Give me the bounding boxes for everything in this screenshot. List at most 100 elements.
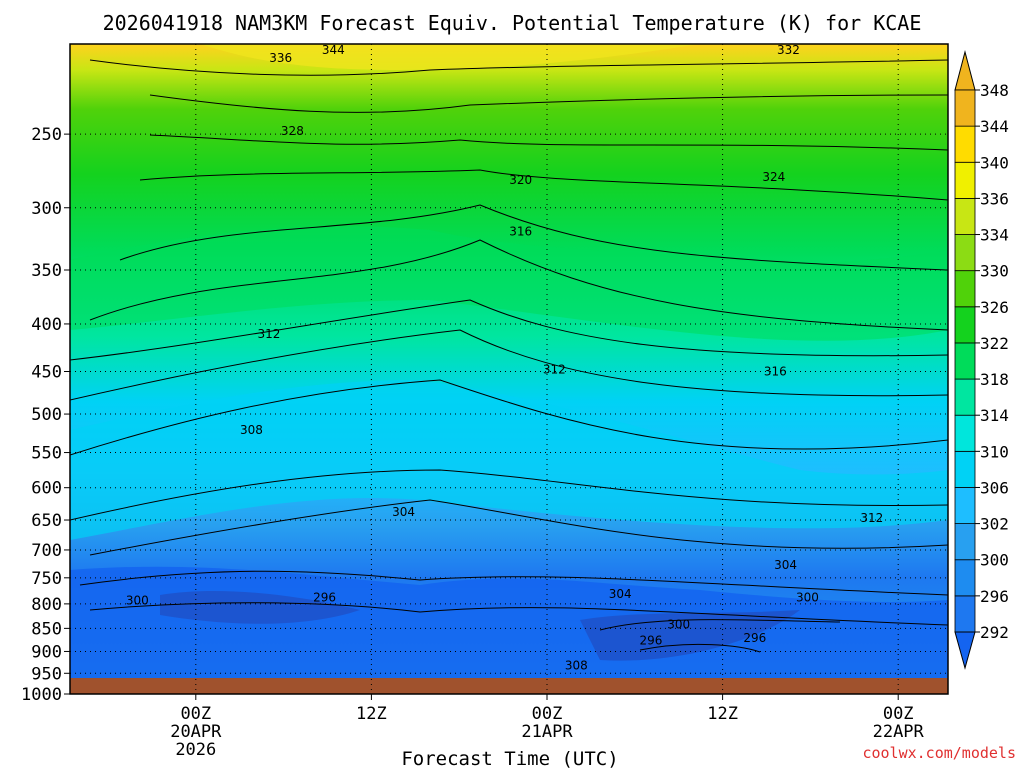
colorbar-label: 322: [980, 334, 1009, 353]
x-tick-label: 2026: [175, 740, 216, 760]
contour-label: 324: [762, 170, 785, 184]
colorbar: 292 296 300 302 306 310 314 318 322 326 330 334 336 3…: [954, 50, 1009, 670]
contour-label: 296: [743, 631, 766, 645]
field-detail: [70, 44, 948, 690]
contour-label: 300: [126, 593, 149, 607]
y-tick-label: 750: [31, 569, 62, 589]
x-tick-label: 00Z: [180, 704, 211, 724]
colorbar-bottom-arrow: [954, 631, 976, 670]
y-tick-label: 650: [31, 511, 62, 531]
colorbar-label: 318: [980, 370, 1009, 389]
contour-line: [89, 602, 948, 626]
contour-line: [70, 379, 948, 456]
y-tick-label: 550: [31, 444, 62, 464]
contour-label: 320: [509, 173, 532, 187]
contour-label: 304: [609, 587, 632, 601]
contour-label: 304: [774, 558, 797, 572]
y-tick-label: 400: [31, 315, 62, 335]
contour-line: [89, 59, 948, 76]
contour-label: 308: [565, 659, 588, 673]
top-warm-region: [200, 44, 700, 70]
contour-label: 312: [860, 511, 883, 525]
contour-line: [599, 619, 841, 631]
colorbar-swatch: [954, 306, 976, 344]
contour-label: 344: [322, 43, 345, 57]
colorbar-swatch: [954, 89, 976, 127]
y-tick-label: 250: [31, 125, 62, 145]
plot-area: 336 344 332 328 320 324 316 312 312 316 308 304 312 3…: [69, 43, 949, 695]
colorbar-top-arrow: [954, 50, 976, 91]
contour-label: 300: [667, 618, 690, 632]
x-tick-label: 00Z: [532, 704, 563, 724]
cold-core-region-2: [580, 610, 800, 661]
contour-lines: [70, 59, 948, 653]
x-tick-label: 12Z: [356, 704, 387, 724]
colorbar-label: 292: [980, 623, 1009, 642]
colorbar-swatch: [954, 414, 976, 452]
credit-text: coolwx.com/models: [862, 744, 1016, 762]
contour-line: [70, 469, 948, 521]
contour-line: [119, 204, 948, 271]
contour-line: [89, 499, 948, 556]
colorbar-swatch: [954, 559, 976, 597]
colorbar-swatch: [954, 595, 976, 633]
y-tick-label: 950: [31, 664, 62, 684]
y-tick-label: 700: [31, 541, 62, 561]
ground-strip: [70, 678, 948, 694]
colorbar-swatch: [954, 523, 976, 561]
contour-label: 312: [258, 327, 281, 341]
colorbar-label: 336: [980, 189, 1009, 208]
contour-label: 336: [269, 51, 292, 65]
contour-label: 308: [240, 423, 263, 437]
plot-frame: [69, 43, 949, 695]
y-tick-label: 850: [31, 619, 62, 639]
colorbar-label: 344: [980, 117, 1009, 136]
y-tick-label: 900: [31, 642, 62, 662]
contour-line: [89, 239, 948, 331]
contour-line: [70, 299, 948, 361]
contour-line: [139, 169, 948, 201]
x-tick-label: 20APR: [170, 722, 222, 742]
x-tick-label: 21APR: [521, 722, 573, 742]
contour-label: 316: [509, 224, 532, 238]
x-tick-label: 12Z: [707, 704, 738, 724]
contour-line: [70, 329, 948, 401]
contour-line: [79, 570, 948, 596]
contour-label: 296: [639, 634, 662, 648]
colorbar-swatch: [954, 487, 976, 525]
y-tick-label: 350: [31, 261, 62, 281]
contour-label: 300: [796, 590, 819, 604]
y-tick-label: 600: [31, 479, 62, 499]
colorbar-swatch: [954, 197, 976, 235]
colorbar-label: 330: [980, 262, 1009, 281]
colorbar-label: 334: [980, 226, 1009, 245]
colorbar-label: 306: [980, 478, 1009, 497]
colorbar-swatch: [954, 234, 976, 272]
colorbar-swatch: [954, 161, 976, 199]
colorbar-swatch: [954, 378, 976, 416]
contour-line: [639, 643, 761, 653]
colorbar-swatch: [954, 342, 976, 380]
y-axis: 250 300 350 400 450 500 550 600 650 700 750 800 850 9…: [21, 125, 70, 705]
y-tick-label: 800: [31, 595, 62, 615]
x-tick-label: 00Z: [883, 704, 914, 724]
colorbar-swatch: [954, 270, 976, 308]
y-tick-label: 1000: [21, 685, 62, 705]
y-tick-label: 500: [31, 405, 62, 425]
contour-label: 312: [543, 363, 566, 377]
colorbar-label: 340: [980, 153, 1009, 172]
x-axis-label: Forecast Time (UTC): [401, 748, 618, 768]
colorbar-swatch: [954, 125, 976, 163]
colorbar-label: 296: [980, 587, 1009, 606]
contour-label: 304: [392, 505, 415, 519]
contour-label: 316: [764, 365, 787, 379]
colorbar-label: 326: [980, 298, 1009, 317]
colorbar-label: 348: [980, 81, 1009, 100]
colorbar-label: 302: [980, 515, 1009, 534]
contour-label: 296: [313, 590, 336, 604]
chart-title: 2026041918 NAM3KM Forecast Equiv. Potent…: [103, 11, 922, 35]
y-tick-label: 300: [31, 199, 62, 219]
contour-label: 332: [777, 43, 800, 57]
